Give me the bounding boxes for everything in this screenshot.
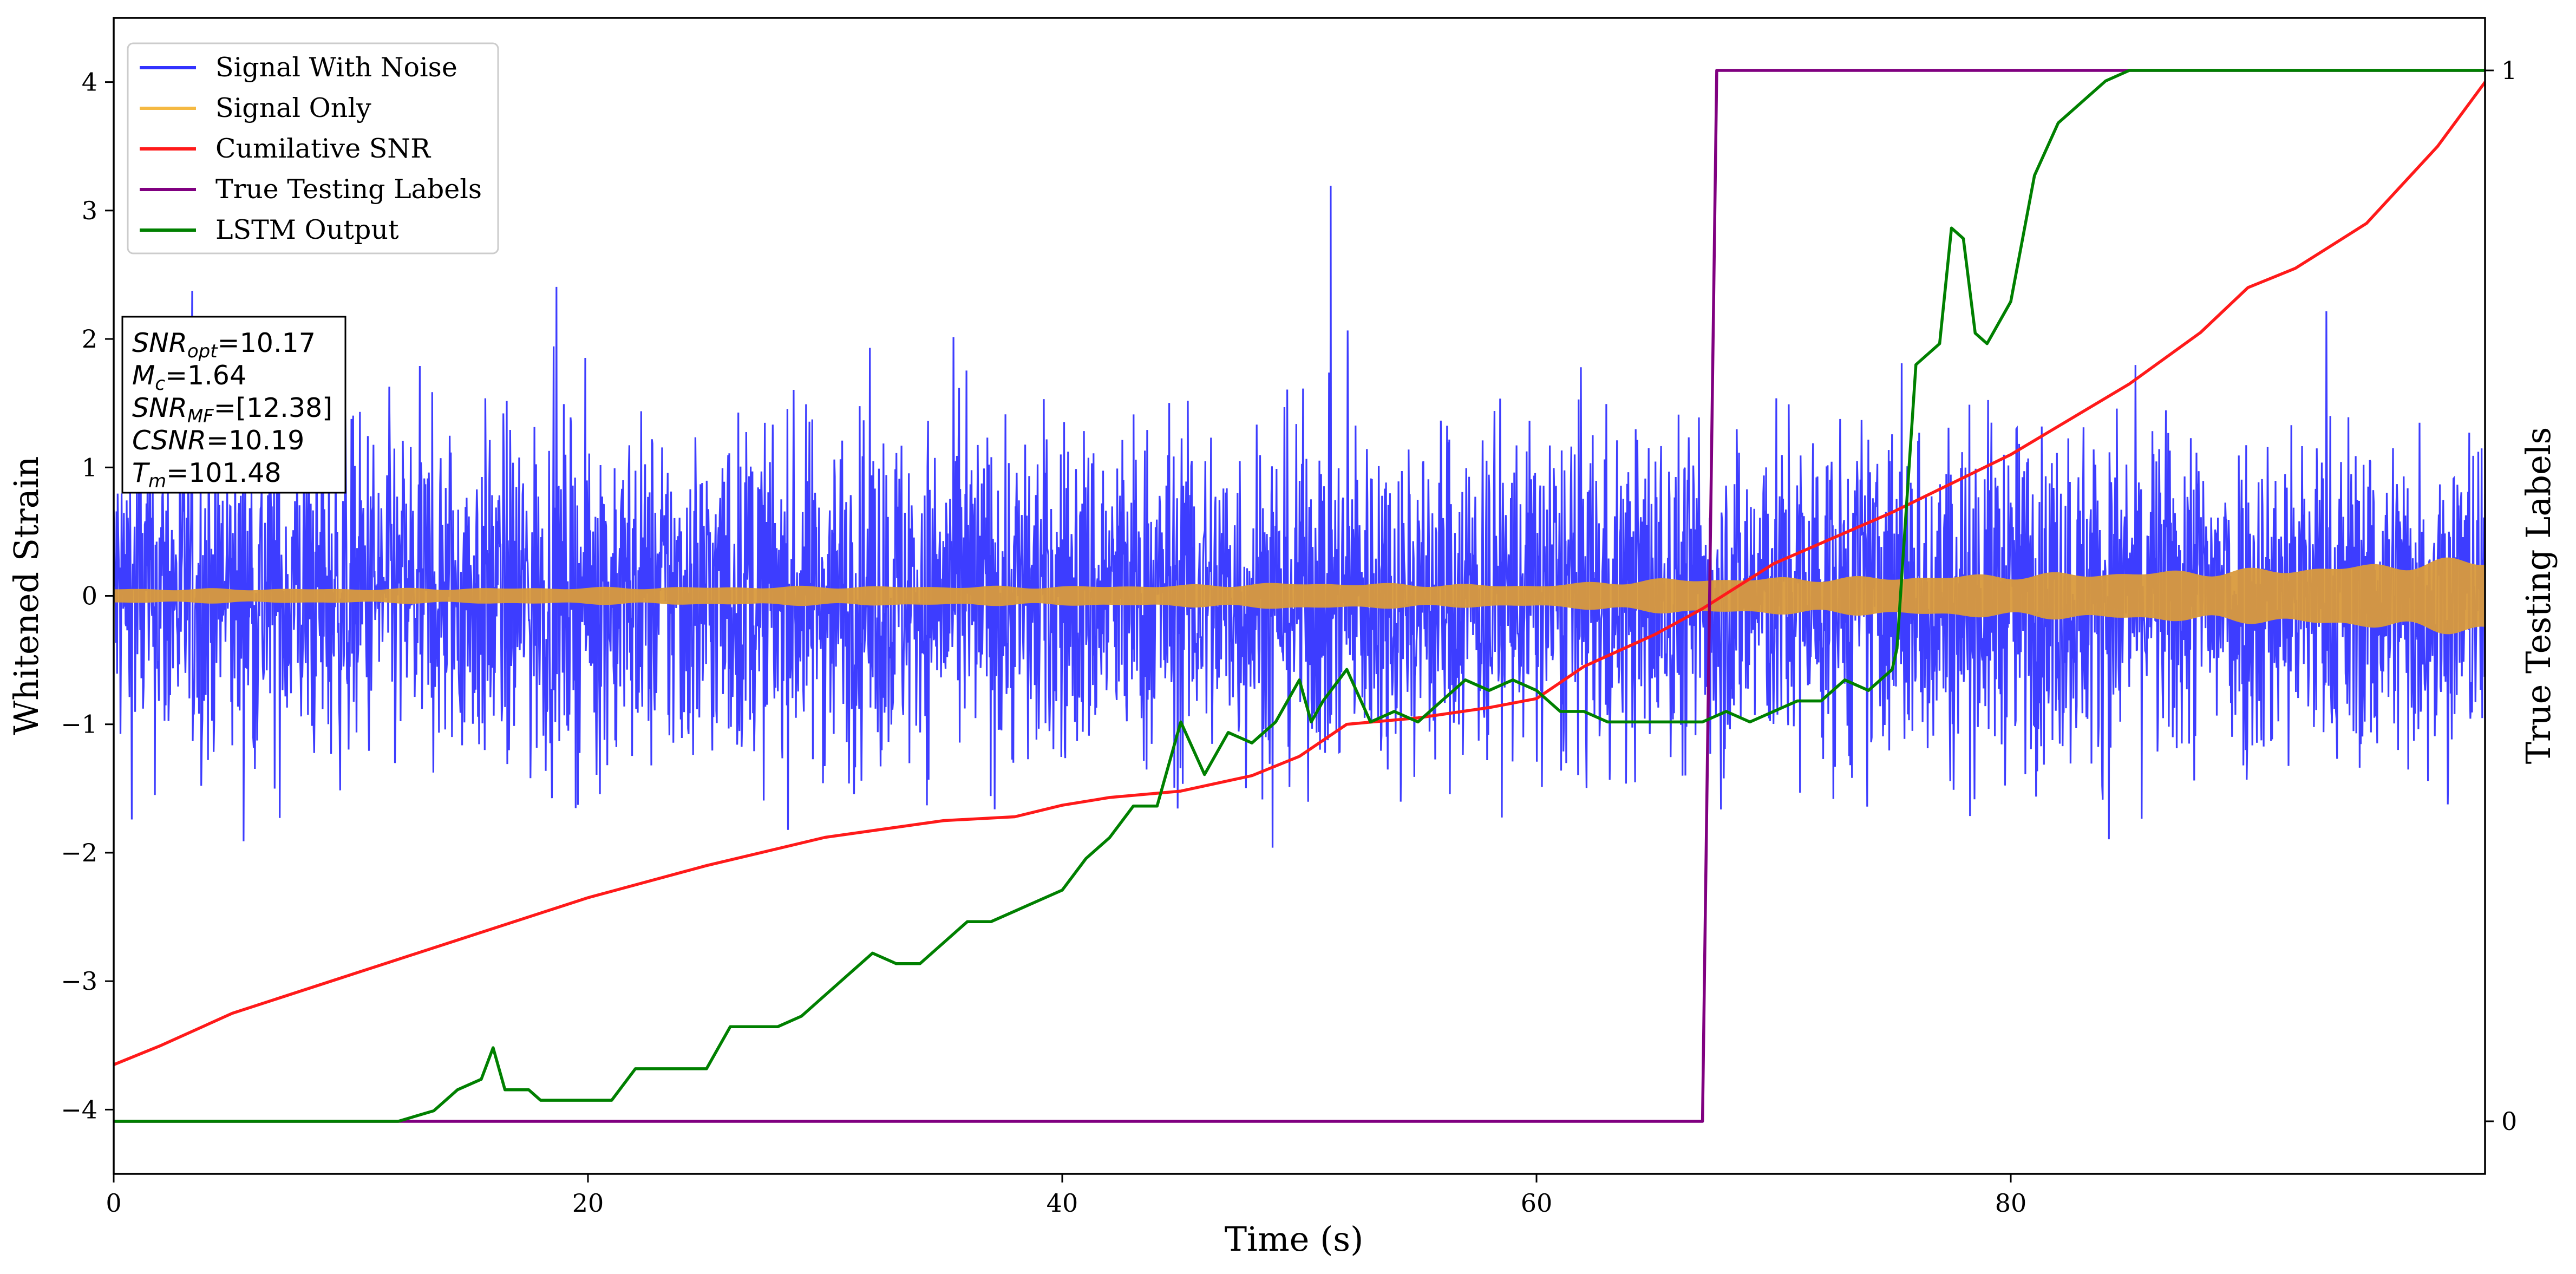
x-tick-label: 20 <box>572 1188 604 1218</box>
y-tick-label: −2 <box>61 838 97 867</box>
y-tick-label: 4 <box>82 68 97 97</box>
y-axis-title: Whitened Strain <box>6 456 46 735</box>
info-box-frame <box>121 316 346 494</box>
y-tick-label: 1 <box>82 453 97 482</box>
info-line: CSNR=10.19 <box>132 425 304 456</box>
y-tick-label: −1 <box>61 710 97 739</box>
y-tick-label: −3 <box>61 966 97 996</box>
plot-area <box>114 69 2485 1123</box>
info-line: SNRopt=10.17 <box>132 328 316 362</box>
series-cumilative-snr <box>114 81 2485 1066</box>
legend-label: True Testing Labels <box>215 174 482 205</box>
legend: Signal With Noise Signal Only Cumilative S… <box>127 42 499 254</box>
series-signal-only <box>114 557 2485 635</box>
y-tick-label: 3 <box>82 196 97 225</box>
y2-axis-title: True Testing Labels <box>2519 427 2558 765</box>
legend-label: Signal Only <box>215 93 371 123</box>
y-tick-label: 0 <box>82 582 97 611</box>
x-tick-label: 0 <box>106 1188 121 1218</box>
x-axis-title: Time (s) <box>1225 1219 1364 1259</box>
info-line: Mc=1.64 <box>132 360 246 395</box>
legend-label: LSTM Output <box>215 214 399 245</box>
series-signal-with-noise <box>114 185 2485 848</box>
legend-label: Cumilative SNR <box>215 133 431 164</box>
x-tick-label: 40 <box>1047 1188 1078 1218</box>
y-tick-label: 2 <box>82 324 97 354</box>
info-line: SNRMF=[12.38] <box>132 393 332 427</box>
legend-frame <box>127 42 499 254</box>
y-tick-label: −4 <box>61 1095 97 1124</box>
y2-tick-label: 0 <box>2501 1107 2517 1136</box>
info-box: SNRopt=10.17Mc=1.64SNRMF=[12.38]CSNR=10.… <box>121 316 346 494</box>
series-true-testing-labels <box>114 69 2485 1123</box>
x-tick-label: 80 <box>1995 1188 2027 1218</box>
legend-label: Signal With Noise <box>215 52 457 83</box>
x-tick-label: 60 <box>1521 1188 1553 1218</box>
series-lstm-output <box>114 69 2485 1123</box>
y2-tick-label: 1 <box>2501 56 2517 85</box>
info-line: Tm=101.48 <box>132 458 282 492</box>
